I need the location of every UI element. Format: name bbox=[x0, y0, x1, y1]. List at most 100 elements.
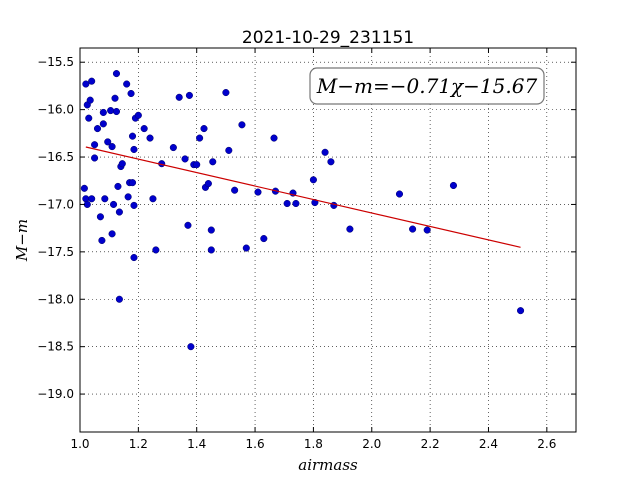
plot-frame bbox=[79, 47, 577, 433]
fit-line bbox=[85, 146, 521, 248]
data-point bbox=[187, 343, 195, 351]
data-point bbox=[112, 70, 121, 78]
x-tick-labels: 1.0 1.2 1.4 1.6 1.8 2.0 2.2 2.4 2.6 bbox=[70, 437, 556, 451]
data-point bbox=[327, 158, 335, 166]
data-point bbox=[231, 186, 239, 194]
data-point bbox=[134, 111, 142, 119]
x-tick-label: 2.4 bbox=[479, 437, 498, 451]
data-point bbox=[118, 160, 126, 168]
data-point bbox=[423, 226, 431, 234]
data-point bbox=[108, 230, 116, 238]
data-point bbox=[209, 158, 217, 166]
data-point bbox=[207, 246, 215, 254]
x-tick-label: 1.4 bbox=[187, 437, 206, 451]
y-tick-label: −16.0 bbox=[37, 103, 74, 117]
data-point bbox=[409, 225, 417, 233]
data-point bbox=[91, 154, 99, 162]
data-point bbox=[86, 96, 94, 104]
data-point bbox=[242, 244, 250, 252]
data-point bbox=[114, 182, 122, 190]
data-point bbox=[181, 155, 189, 163]
data-point bbox=[128, 132, 137, 140]
data-point bbox=[124, 193, 132, 201]
data-point bbox=[123, 80, 131, 88]
x-axis-label: airmass bbox=[298, 456, 358, 474]
data-point bbox=[270, 134, 278, 142]
fit-line-layer bbox=[85, 146, 521, 248]
x-tick-label: 1.8 bbox=[304, 437, 323, 451]
data-point bbox=[98, 236, 106, 245]
data-point bbox=[200, 125, 208, 133]
x-tick-label: 1.6 bbox=[246, 437, 265, 451]
data-point bbox=[130, 145, 138, 154]
data-point bbox=[99, 108, 107, 117]
data-point bbox=[140, 125, 148, 133]
y-tick-label: −19.0 bbox=[37, 387, 74, 401]
data-point bbox=[93, 125, 102, 133]
x-tick-label: 1.2 bbox=[129, 437, 148, 451]
y-tick-label: −17.5 bbox=[37, 245, 74, 259]
x-tick-label: 2.2 bbox=[421, 437, 440, 451]
data-point bbox=[196, 134, 204, 142]
y-tick-label: −16.5 bbox=[37, 150, 74, 164]
x-tick-label: 1.0 bbox=[70, 437, 89, 451]
data-point bbox=[82, 80, 90, 88]
data-point bbox=[80, 184, 88, 192]
data-point bbox=[88, 195, 96, 203]
y-tick-label: −18.0 bbox=[37, 292, 74, 306]
fit-equation: M−m=−0.71χ−15.67 bbox=[316, 74, 538, 98]
axis-ticks bbox=[79, 48, 576, 432]
data-point bbox=[238, 121, 246, 129]
data-point bbox=[222, 89, 230, 97]
grid-lines bbox=[79, 48, 576, 432]
data-point bbox=[309, 176, 317, 184]
data-point bbox=[91, 141, 99, 149]
data-point bbox=[96, 213, 104, 221]
data-point bbox=[115, 208, 123, 216]
fit-equation-box: M−m=−0.71χ−15.67 bbox=[309, 67, 545, 105]
y-tick-label: −18.5 bbox=[37, 340, 74, 354]
data-point bbox=[517, 307, 525, 315]
data-point bbox=[101, 195, 109, 203]
data-points bbox=[80, 70, 525, 351]
data-point bbox=[321, 148, 329, 156]
data-point bbox=[169, 144, 177, 152]
data-point bbox=[99, 120, 107, 128]
data-point bbox=[104, 138, 112, 146]
data-point bbox=[107, 107, 115, 115]
data-point bbox=[146, 134, 154, 142]
data-point bbox=[225, 146, 233, 154]
chart-title: 2021-10-29_231151 bbox=[242, 28, 414, 48]
fit-equation-frame bbox=[309, 67, 545, 105]
data-point bbox=[207, 226, 215, 234]
data-point bbox=[85, 114, 93, 122]
data-point bbox=[128, 179, 137, 187]
data-point bbox=[175, 93, 183, 101]
data-point bbox=[112, 107, 121, 116]
data-point bbox=[130, 253, 138, 262]
data-point bbox=[88, 77, 96, 85]
data-point bbox=[115, 295, 123, 303]
y-tick-label: −17.0 bbox=[37, 197, 74, 211]
x-tick-label: 2.6 bbox=[537, 437, 556, 451]
y-tick-labels: −15.5 −16.0 −16.5 −17.0 −17.5 −18.0 −18.5 −19.0 bbox=[37, 55, 74, 401]
data-point bbox=[108, 143, 116, 151]
data-point bbox=[283, 199, 291, 208]
y-axis-label: M−m bbox=[13, 219, 31, 262]
data-point bbox=[149, 195, 157, 203]
data-point bbox=[184, 221, 192, 229]
data-point bbox=[449, 181, 458, 190]
y-tick-label: −15.5 bbox=[37, 55, 74, 69]
x-tick-label: 2.0 bbox=[362, 437, 381, 451]
data-point bbox=[193, 161, 201, 169]
data-point bbox=[346, 225, 354, 233]
data-point bbox=[110, 200, 118, 208]
data-point bbox=[152, 246, 160, 254]
data-point bbox=[111, 94, 119, 102]
data-point bbox=[127, 89, 135, 98]
data-point bbox=[260, 235, 268, 243]
data-point bbox=[130, 201, 138, 209]
data-point bbox=[254, 188, 262, 196]
data-point bbox=[292, 199, 300, 208]
